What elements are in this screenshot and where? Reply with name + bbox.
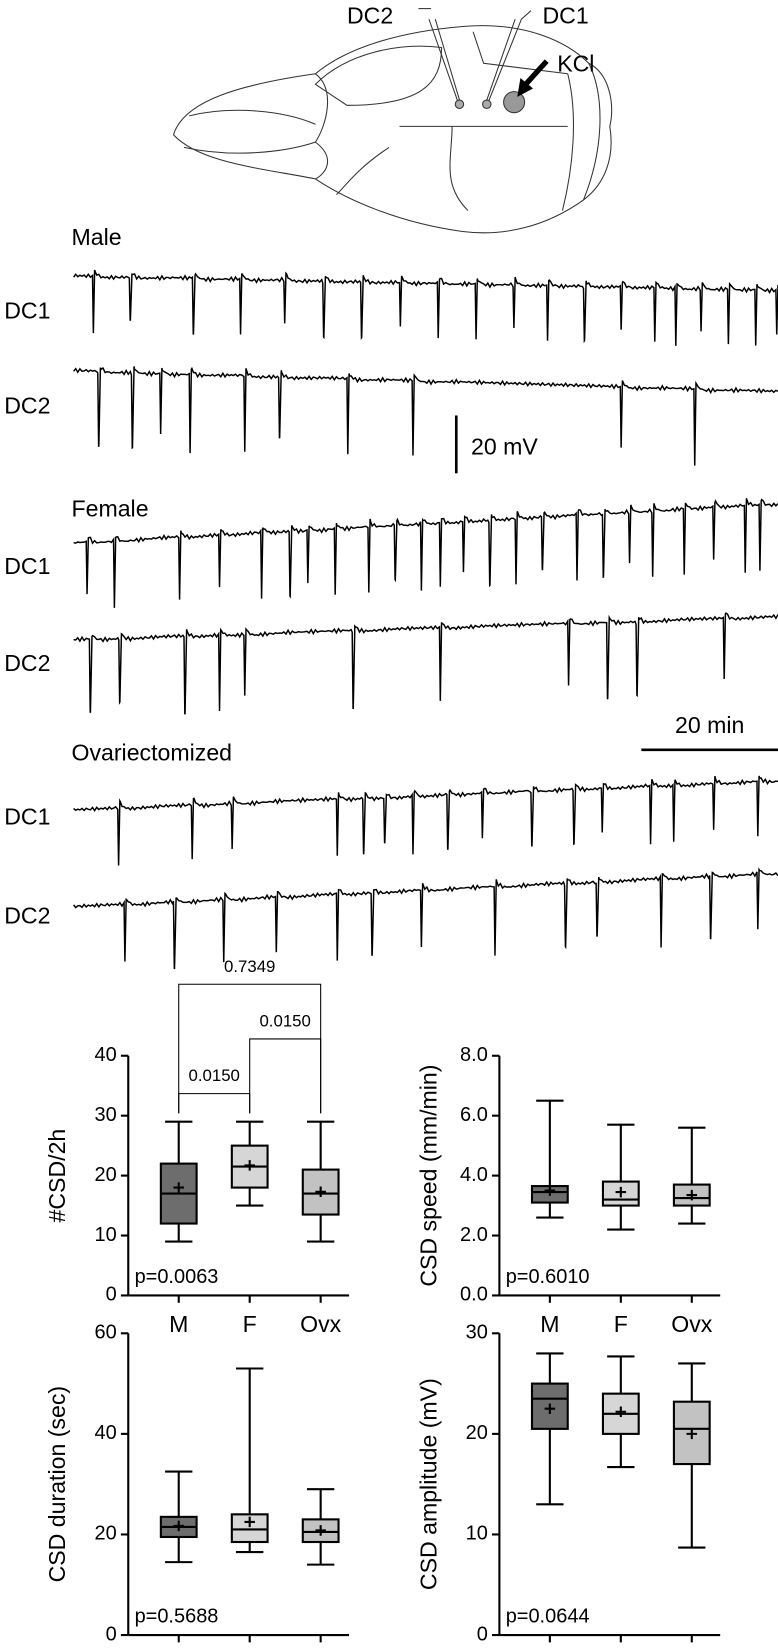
skull-label: KCl <box>557 51 594 77</box>
y-axis-label: CSD amplitude (mV) <box>415 1378 441 1590</box>
mean-marker <box>244 1160 255 1171</box>
y-tick-label: 30 <box>94 1104 116 1126</box>
x-tick-label: M <box>169 1311 188 1337</box>
group-label: Ovariectomized <box>71 739 232 765</box>
comparison-bracket <box>178 1093 251 1114</box>
trace <box>73 867 778 970</box>
skull-label: DC1 <box>542 2 588 28</box>
annotation: p=0.0063 <box>135 1266 219 1288</box>
y-tick-label: 6.0 <box>460 1104 488 1126</box>
mean-marker <box>173 1182 184 1193</box>
mean-marker <box>315 1525 326 1536</box>
y-tick-label: 40 <box>94 1422 116 1444</box>
mean-marker <box>315 1186 326 1198</box>
comparison-label: 0.7349 <box>224 957 275 976</box>
comparison-label: 0.0150 <box>188 1066 239 1085</box>
comparison-bracket <box>178 983 322 1114</box>
x-tick-label: F <box>614 1311 628 1337</box>
scale-label: 20 min <box>675 712 744 738</box>
trace <box>73 612 778 715</box>
mean-marker <box>686 1189 698 1201</box>
y-axis-label: #CSD/2h <box>44 1129 70 1223</box>
y-tick-label: 20 <box>466 1422 488 1444</box>
mean-marker <box>544 1403 556 1414</box>
y-axis-label: CSD duration (sec) <box>44 1386 70 1583</box>
y-tick-label: 10 <box>466 1523 488 1545</box>
x-tick-label: Ovx <box>671 1311 713 1337</box>
y-tick-label: 0 <box>106 1623 117 1645</box>
y-tick-label: 60 <box>94 1322 116 1344</box>
trace <box>73 366 778 466</box>
annotation: p=0.5688 <box>135 1605 219 1627</box>
y-axis-label: CSD speed (mm/min) <box>415 1065 441 1287</box>
y-tick-label: 8.0 <box>460 1044 488 1066</box>
x-tick-label: M <box>540 1311 559 1337</box>
y-tick-label: 2.0 <box>460 1224 488 1246</box>
comparison-label: 0.0150 <box>259 1012 310 1031</box>
y-tick-label: 4.0 <box>460 1164 488 1186</box>
skull-diagram <box>172 25 613 234</box>
channel-label: DC1 <box>4 553 50 579</box>
y-tick-label: 0 <box>106 1284 117 1306</box>
y-tick-label: 20 <box>94 1164 116 1186</box>
trace <box>72 269 778 346</box>
channel-label: DC2 <box>4 392 50 418</box>
mean-marker <box>615 1186 627 1198</box>
mean-marker <box>615 1406 627 1418</box>
group-label: Female <box>71 495 148 521</box>
mean-marker <box>544 1185 556 1196</box>
scale-label: 20 mV <box>471 433 538 459</box>
electrodes <box>418 8 549 114</box>
skull-label: DC2 <box>347 2 393 28</box>
trace <box>73 498 778 608</box>
channel-label: DC1 <box>4 298 50 324</box>
annotation: p=0.6010 <box>506 1266 590 1288</box>
x-tick-label: Ovx <box>300 1311 342 1337</box>
y-tick-label: 20 <box>94 1523 116 1545</box>
y-tick-label: 0.0 <box>460 1284 488 1306</box>
channel-label: DC2 <box>4 650 50 676</box>
y-tick-label: 40 <box>94 1044 116 1066</box>
group-label: Male <box>71 224 121 250</box>
channel-label: DC1 <box>4 803 50 829</box>
traces <box>72 269 778 970</box>
y-tick-label: 30 <box>466 1322 488 1344</box>
annotation: p=0.0644 <box>506 1605 590 1627</box>
trace <box>73 775 778 866</box>
mean-marker <box>686 1428 698 1440</box>
y-tick-label: 10 <box>94 1224 116 1246</box>
comparison-bracket <box>249 1038 322 1114</box>
y-tick-label: 0 <box>477 1623 488 1645</box>
mean-marker <box>244 1516 255 1528</box>
channel-label: DC2 <box>4 902 50 928</box>
x-tick-label: F <box>243 1311 257 1337</box>
mean-marker <box>173 1520 184 1532</box>
